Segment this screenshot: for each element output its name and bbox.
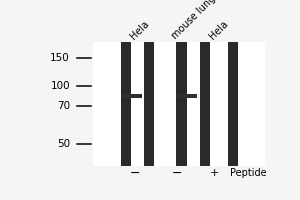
Bar bbox=[121, 42, 131, 166]
Bar bbox=[200, 42, 210, 166]
Text: −: − bbox=[130, 167, 140, 180]
Text: 100: 100 bbox=[50, 81, 70, 91]
Text: −: − bbox=[172, 167, 182, 180]
Text: 70: 70 bbox=[57, 101, 70, 111]
Bar bbox=[176, 42, 187, 166]
Text: Peptide: Peptide bbox=[230, 168, 267, 178]
Bar bbox=[228, 42, 238, 166]
Bar bbox=[144, 42, 154, 166]
Text: +: + bbox=[209, 168, 219, 178]
Text: Hela: Hela bbox=[207, 18, 230, 41]
Text: mouse lung: mouse lung bbox=[170, 0, 218, 41]
Text: 50: 50 bbox=[57, 139, 70, 149]
Text: Hela: Hela bbox=[128, 18, 151, 41]
Bar bbox=[93, 42, 266, 166]
Text: 150: 150 bbox=[50, 53, 70, 63]
Bar bbox=[121, 94, 142, 98]
Bar bbox=[176, 94, 197, 98]
